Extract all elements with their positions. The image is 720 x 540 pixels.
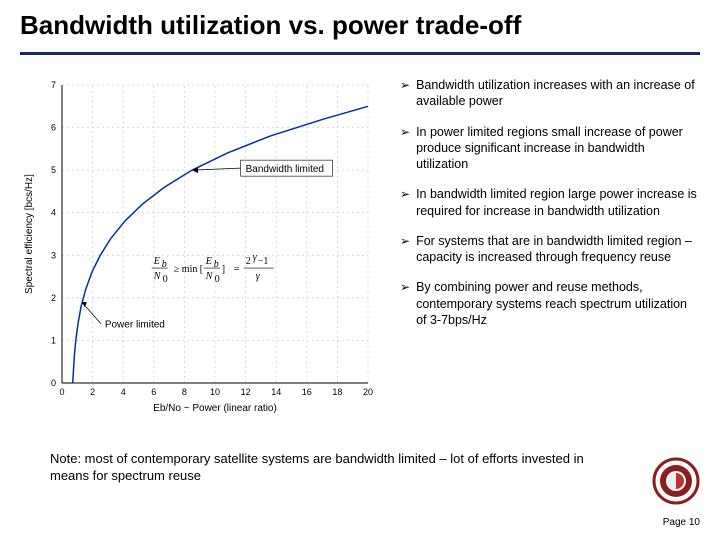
bullet-item: ➢ By combining power and reuse methods, …	[400, 279, 700, 328]
svg-text:6: 6	[151, 387, 156, 397]
arrow-icon: ➢	[400, 77, 410, 94]
svg-text:12: 12	[241, 387, 251, 397]
arrow-icon: ➢	[400, 279, 410, 296]
svg-text:E: E	[153, 256, 160, 267]
svg-text:Power limited: Power limited	[105, 320, 165, 331]
bullet-text: In power limited regions small increase …	[416, 124, 700, 173]
bullet-item: ➢ In bandwidth limited region large powe…	[400, 186, 700, 219]
svg-text:4: 4	[51, 208, 56, 218]
svg-text:0: 0	[51, 378, 56, 388]
svg-text:2: 2	[51, 293, 56, 303]
bullet-text: For systems that are in bandwidth limite…	[416, 233, 700, 266]
arrow-icon: ➢	[400, 124, 410, 141]
svg-text:5: 5	[51, 165, 56, 175]
page-number: Page 10	[663, 517, 700, 528]
svg-text:=: =	[234, 264, 240, 275]
institution-logo	[652, 457, 700, 505]
svg-text:7: 7	[51, 80, 56, 90]
svg-text:[: [	[200, 264, 203, 275]
svg-text:Bandwidth limited: Bandwidth limited	[246, 164, 324, 175]
svg-text:0: 0	[59, 387, 64, 397]
title-rule	[20, 52, 700, 55]
svg-text:]: ]	[222, 264, 225, 275]
svg-text:2: 2	[90, 387, 95, 397]
svg-text:10: 10	[210, 387, 220, 397]
bullet-text: In bandwidth limited region large power …	[416, 186, 700, 219]
bullet-item: ➢ In power limited regions small increas…	[400, 124, 700, 173]
svg-text:8: 8	[182, 387, 187, 397]
svg-text:20: 20	[363, 387, 373, 397]
svg-text:18: 18	[332, 387, 342, 397]
svg-text:1: 1	[51, 335, 56, 345]
footnote: Note: most of contemporary satellite sys…	[50, 450, 620, 485]
svg-text:14: 14	[271, 387, 281, 397]
bullet-text: Bandwidth utilization increases with an …	[416, 77, 700, 110]
bullet-text: By combining power and reuse methods, co…	[416, 279, 700, 328]
svg-text:N: N	[153, 271, 162, 282]
svg-text:0: 0	[163, 274, 168, 285]
svg-text:N: N	[205, 271, 214, 282]
page-title: Bandwidth utilization vs. power trade-of…	[20, 10, 700, 41]
svg-text:γ: γ	[256, 271, 261, 282]
svg-text:Eb/No ~ Power (linear ratio): Eb/No ~ Power (linear ratio)	[153, 403, 277, 414]
arrow-icon: ➢	[400, 233, 410, 250]
svg-text:0: 0	[215, 274, 220, 285]
chart-container: 0246810121416182001234567Eb/No ~ Power (…	[20, 75, 380, 415]
bullet-item: ➢ Bandwidth utilization increases with a…	[400, 77, 700, 110]
svg-text:E: E	[205, 256, 212, 267]
svg-text:4: 4	[121, 387, 126, 397]
svg-text:≥ min: ≥ min	[174, 264, 198, 275]
bullet-list: ➢ Bandwidth utilization increases with a…	[400, 75, 700, 342]
spectral-efficiency-chart: 0246810121416182001234567Eb/No ~ Power (…	[20, 75, 380, 415]
svg-text:−1: −1	[258, 256, 269, 267]
slide: Bandwidth utilization vs. power trade-of…	[0, 0, 720, 540]
bullet-item: ➢ For systems that are in bandwidth limi…	[400, 233, 700, 266]
svg-text:6: 6	[51, 123, 56, 133]
svg-text:16: 16	[302, 387, 312, 397]
arrow-icon: ➢	[400, 186, 410, 203]
svg-text:3: 3	[51, 250, 56, 260]
svg-text:Spectral efficiency [bcs/Hz]: Spectral efficiency [bcs/Hz]	[24, 174, 35, 294]
svg-text:2: 2	[246, 256, 251, 267]
